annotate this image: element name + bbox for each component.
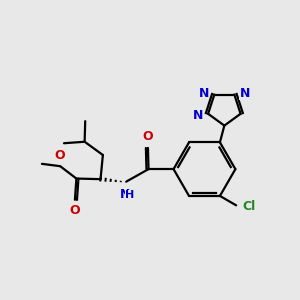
Text: O: O (70, 205, 80, 218)
Text: N: N (120, 188, 131, 201)
Text: N: N (199, 87, 209, 100)
Text: O: O (142, 130, 153, 143)
Text: H: H (125, 190, 135, 200)
Text: N: N (239, 87, 250, 100)
Text: Cl: Cl (243, 200, 256, 213)
Text: N: N (193, 109, 203, 122)
Text: O: O (54, 149, 65, 162)
